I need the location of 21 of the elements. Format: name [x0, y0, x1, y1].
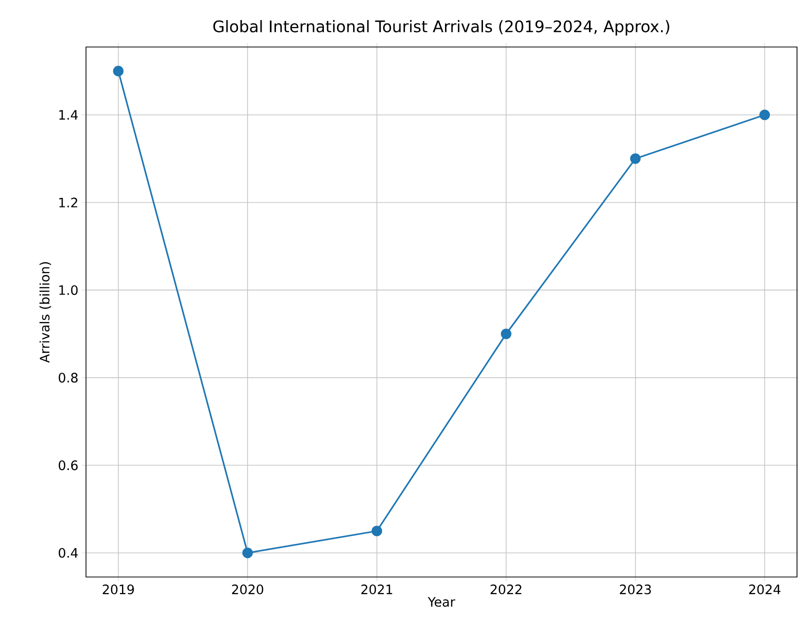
- x-tick-label: 2022: [490, 584, 522, 594]
- point: [500, 328, 512, 340]
- y-tick-label: 0.4: [58, 548, 78, 558]
- y-tick-label: 0.8: [58, 372, 78, 383]
- x-tick-label: 2023: [620, 584, 651, 594]
- point: [242, 548, 253, 558]
- y-tick-label: 0.6: [58, 460, 78, 470]
- x-axis-title: Year: [428, 597, 456, 607]
- x-tick-label: 2021: [361, 584, 392, 594]
- y-axis-title: Arrivals (billion): [40, 262, 52, 363]
- y-tick-label: 1.2: [59, 198, 78, 208]
- point: [759, 110, 770, 120]
- y-tick-label: 1.4: [59, 110, 78, 120]
- chart-title: Global International Tourist Arrivals (2019–2024, Approx.): [213, 20, 670, 36]
- y-tick-label: 1.0: [59, 285, 78, 295]
- point: [113, 66, 124, 76]
- point: [372, 526, 382, 536]
- x-tick-label: 2020: [232, 584, 264, 594]
- x-tick-label: 2019: [102, 584, 134, 594]
- point: [630, 153, 641, 164]
- x-tick-label: 2024: [749, 584, 780, 594]
